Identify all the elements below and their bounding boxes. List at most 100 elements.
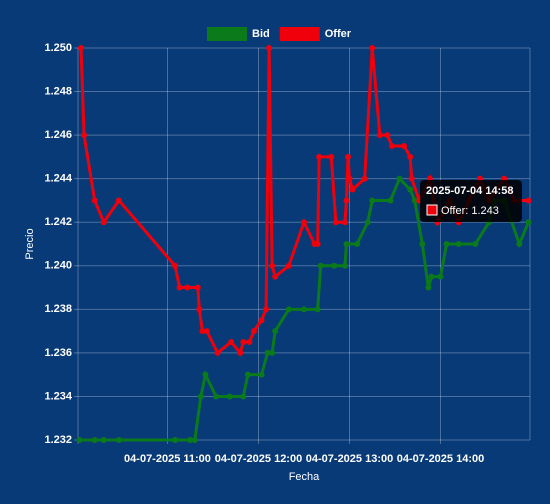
data-point <box>354 241 361 247</box>
x-tick-label: 04-07-2025 14:00 <box>397 453 484 465</box>
data-point <box>316 153 323 160</box>
x-tick-label: 04-07-2025 13:00 <box>306 453 393 465</box>
data-point <box>525 219 532 226</box>
data-point <box>516 241 523 247</box>
tooltip-swatch <box>426 204 438 216</box>
data-point <box>407 153 414 160</box>
legend-swatch <box>279 27 320 41</box>
y-tick-label: 1.248 <box>44 85 72 97</box>
data-point <box>100 437 107 443</box>
legend: Bid Offer <box>207 27 352 41</box>
data-point <box>364 219 371 226</box>
data-point <box>411 197 418 204</box>
y-axis-title: Precio <box>24 228 36 259</box>
data-point <box>425 284 432 291</box>
data-point <box>184 284 191 291</box>
y-tick-label: 1.234 <box>44 390 72 402</box>
data-point <box>100 219 107 226</box>
y-tick-label: 1.232 <box>44 434 72 446</box>
data-point <box>369 45 376 51</box>
data-point <box>341 219 348 226</box>
y-tick-label: 1.238 <box>44 303 72 315</box>
data-point <box>115 197 122 204</box>
data-point <box>187 437 194 443</box>
data-point <box>349 186 356 193</box>
data-point <box>172 262 179 269</box>
data-point <box>314 241 321 247</box>
y-tick-label: 1.246 <box>44 129 72 141</box>
data-point <box>226 393 233 400</box>
data-point <box>240 339 247 345</box>
data-point <box>197 393 204 400</box>
data-point <box>269 262 276 269</box>
y-tick-label: 1.242 <box>44 216 72 228</box>
data-point <box>203 328 210 335</box>
data-point <box>376 132 383 139</box>
data-point <box>258 371 265 378</box>
data-point <box>266 45 273 51</box>
data-point <box>341 262 348 269</box>
data-point <box>76 437 83 443</box>
data-point <box>285 306 292 313</box>
legend-label: Bid <box>252 28 270 40</box>
data-point <box>443 241 450 247</box>
data-point <box>258 317 265 324</box>
data-point <box>388 143 395 149</box>
grid: 1.232 1.234 1.236 1.238 1.240 1.242 1.244 1.246… <box>44 42 531 465</box>
data-point <box>455 241 462 247</box>
data-point <box>91 197 98 204</box>
data-point <box>437 273 444 280</box>
data-point <box>419 241 426 247</box>
data-point <box>199 328 206 335</box>
data-point <box>272 328 279 335</box>
data-point <box>237 349 244 356</box>
data-point <box>202 371 209 378</box>
data-point <box>285 262 292 269</box>
data-point <box>314 306 321 313</box>
data-point <box>407 186 414 193</box>
data-point <box>172 437 179 443</box>
data-point <box>428 273 435 280</box>
data-point <box>408 175 415 182</box>
data-point <box>240 393 247 400</box>
legend-label: Offer <box>325 28 352 40</box>
data-point <box>78 45 85 51</box>
data-point <box>264 349 271 356</box>
x-tick-label: 04-07-2025 12:00 <box>215 453 302 465</box>
x-tick-label: 04-07-2025 11:00 <box>124 453 211 465</box>
data-point <box>525 197 532 204</box>
data-point <box>472 241 479 247</box>
y-tick-label: 1.244 <box>44 173 72 185</box>
data-point <box>91 437 98 443</box>
data-point <box>343 241 350 247</box>
y-tick-label: 1.240 <box>44 260 72 272</box>
data-point <box>191 437 198 443</box>
data-point <box>228 339 235 345</box>
data-point <box>346 175 353 182</box>
data-point <box>396 175 403 182</box>
data-point <box>331 262 338 269</box>
data-point <box>361 175 368 182</box>
data-point <box>269 349 276 356</box>
data-point <box>250 328 257 335</box>
legend-swatch <box>207 27 247 41</box>
data-point <box>401 143 408 149</box>
data-point <box>344 153 351 160</box>
data-point <box>213 393 220 400</box>
tooltip: 2025-07-04 14:58 Offer: 1.243 <box>420 180 522 222</box>
x-axis-title: Fecha <box>289 471 320 483</box>
data-point <box>272 273 279 280</box>
data-point <box>332 219 339 226</box>
data-point <box>328 153 335 160</box>
data-point <box>369 197 376 204</box>
tooltip-title: 2025-07-04 14:58 <box>426 185 513 197</box>
y-tick-label: 1.250 <box>44 42 72 54</box>
data-point <box>317 262 324 269</box>
y-tick-label: 1.236 <box>44 347 72 359</box>
tooltip-label: Offer: 1.243 <box>441 205 499 217</box>
data-point <box>214 349 221 356</box>
data-point <box>387 197 394 204</box>
data-point <box>246 339 253 345</box>
data-point <box>115 437 122 443</box>
